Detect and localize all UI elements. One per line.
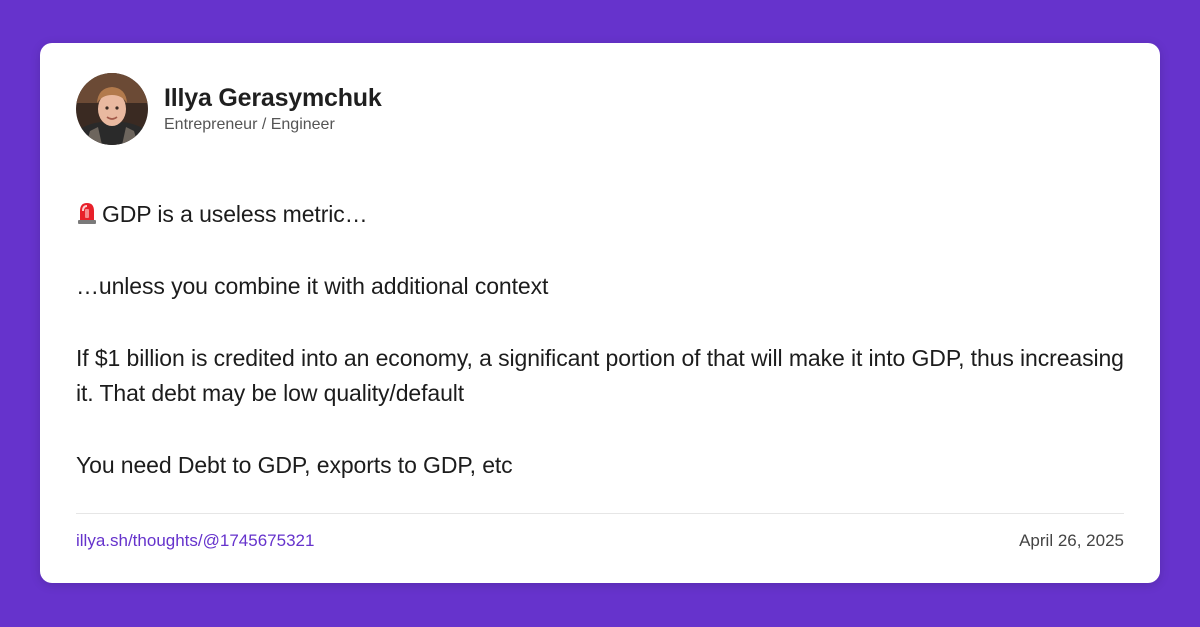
profile-photo-icon [76, 73, 148, 145]
post-paragraph: GDP is a useless metric… [76, 197, 1126, 232]
post-paragraph: If $1 billion is credited into an econom… [76, 345, 1124, 406]
author-name[interactable]: Illya Gerasymchuk [164, 83, 382, 112]
author-title: Entrepreneur / Engineer [164, 115, 335, 133]
post-headline: GDP is a useless metric… [102, 201, 368, 227]
post-permalink[interactable]: illya.sh/thoughts/@1745675321 [76, 531, 315, 550]
post-paragraph: …unless you combine it with additional c… [76, 273, 549, 299]
post-paragraph: You need Debt to GDP, exports to GDP, et… [76, 452, 513, 478]
post-card: Illya Gerasymchuk Entrepreneur / Enginee… [40, 43, 1160, 583]
post-body: GDP is a useless metric… …unless you com… [76, 197, 1126, 483]
author-info: Illya Gerasymchuk Entrepreneur / Enginee… [164, 83, 382, 136]
rotating-light-icon [76, 200, 98, 224]
author-header: Illya Gerasymchuk Entrepreneur / Enginee… [76, 73, 382, 145]
avatar[interactable] [76, 73, 148, 145]
post-date: April 26, 2025 [1019, 531, 1124, 550]
post-footer: illya.sh/thoughts/@1745675321 April 26, … [76, 529, 1124, 553]
footer-divider [76, 513, 1124, 514]
